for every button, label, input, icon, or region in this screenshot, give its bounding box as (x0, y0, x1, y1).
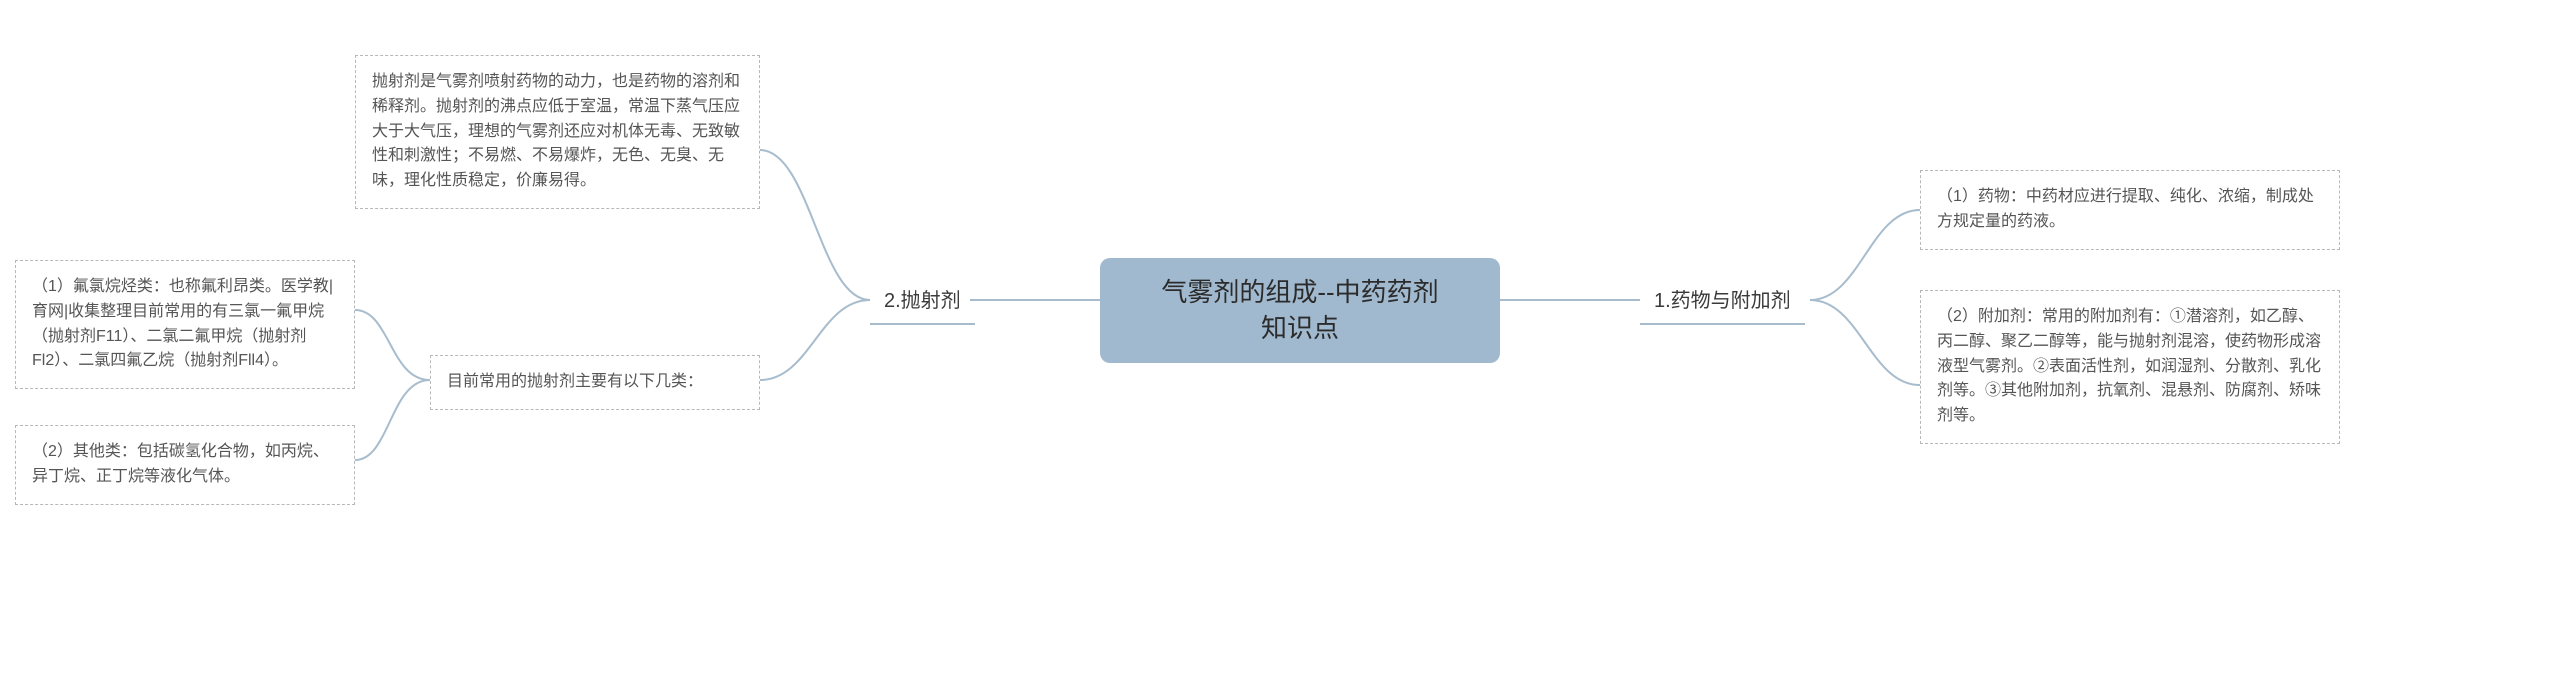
leaf-left-2: 目前常用的抛射剂主要有以下几类： (430, 355, 760, 410)
leaf-left-2-2-text: （2）其他类：包括碳氢化合物，如丙烷、异丁烷、正丁烷等液化气体。 (32, 440, 338, 490)
leaf-right-1-text: （1）药物：中药材应进行提取、纯化、浓缩，制成处方规定量的药液。 (1937, 185, 2323, 235)
branch-left-label: 2.抛射剂 (884, 284, 961, 313)
leaf-left-2-2: （2）其他类：包括碳氢化合物，如丙烷、异丁烷、正丁烷等液化气体。 (15, 425, 355, 505)
branch-right-label: 1.药物与附加剂 (1654, 284, 1791, 313)
center-title-line1: 气雾剂的组成--中药药剂 (1161, 277, 1438, 307)
center-node: 气雾剂的组成--中药药剂 知识点 (1100, 258, 1500, 363)
leaf-right-2: （2）附加剂：常用的附加剂有：①潜溶剂，如乙醇、丙二醇、聚乙二醇等，能与抛射剂混… (1920, 290, 2340, 444)
leaf-left-1-text: 抛射剂是气雾剂喷射药物的动力，也是药物的溶剂和稀释剂。抛射剂的沸点应低于室温，常… (372, 70, 743, 194)
leaf-left-1: 抛射剂是气雾剂喷射药物的动力，也是药物的溶剂和稀释剂。抛射剂的沸点应低于室温，常… (355, 55, 760, 209)
branch-right: 1.药物与附加剂 (1640, 278, 1805, 325)
mindmap-canvas: 气雾剂的组成--中药药剂 知识点 1.药物与附加剂 （1）药物：中药材应进行提取… (0, 0, 2560, 697)
leaf-left-2-1-text: （1）氟氯烷烃类：也称氟利昂类。医学教|育网|收集整理目前常用的有三氯一氟甲烷（… (32, 275, 338, 374)
leaf-left-2-text: 目前常用的抛射剂主要有以下几类： (447, 370, 703, 395)
center-title-line2: 知识点 (1261, 313, 1339, 343)
leaf-right-2-text: （2）附加剂：常用的附加剂有：①潜溶剂，如乙醇、丙二醇、聚乙二醇等，能与抛射剂混… (1937, 305, 2323, 429)
leaf-right-1: （1）药物：中药材应进行提取、纯化、浓缩，制成处方规定量的药液。 (1920, 170, 2340, 250)
leaf-left-2-1: （1）氟氯烷烃类：也称氟利昂类。医学教|育网|收集整理目前常用的有三氯一氟甲烷（… (15, 260, 355, 389)
branch-left: 2.抛射剂 (870, 278, 975, 325)
